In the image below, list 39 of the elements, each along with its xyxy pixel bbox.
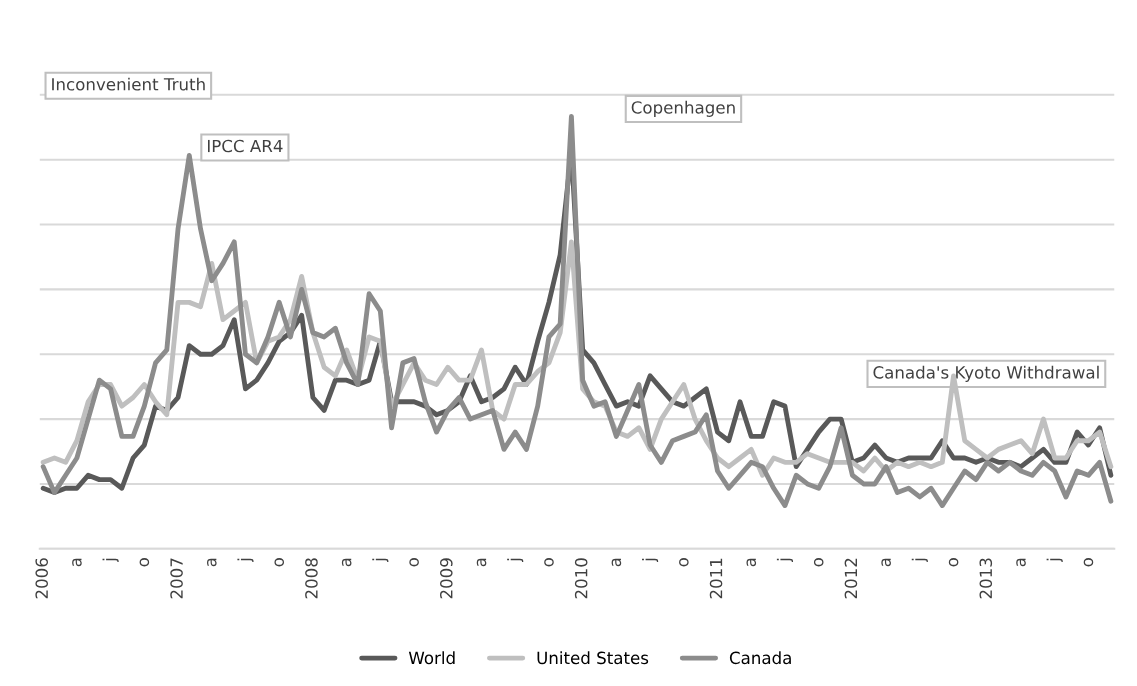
x-tick-label: o: [274, 558, 285, 567]
x-tick-label: 2011: [709, 558, 723, 599]
annotation: Copenhagen: [631, 100, 735, 117]
x-tick-label: a: [1016, 558, 1026, 567]
x-tick-label: o: [948, 558, 959, 567]
x-tick-label: 2013: [979, 558, 993, 599]
x-tick-label: 2008: [305, 558, 318, 599]
text: Inconvenient Truth: [52, 77, 205, 91]
x-tick-label: o: [813, 558, 824, 567]
x-tick-label: a: [72, 558, 82, 567]
x-tick-label: a: [476, 558, 487, 567]
x-tick-label: o: [679, 558, 689, 567]
annotation: Canada's Kyoto Withdrawal: [873, 365, 1099, 382]
x-tick-label: o: [544, 558, 554, 567]
x-tick-label: o: [139, 558, 150, 567]
x-tick-label: j: [1046, 558, 1063, 563]
x-tick-label: j: [102, 558, 119, 563]
x-tick-label: j: [911, 558, 928, 563]
x-tick-label: a: [207, 558, 217, 567]
x-tick-label: o: [409, 558, 419, 567]
legend-label: World: [408, 651, 455, 665]
x-tick-label: 2010: [574, 558, 588, 599]
legend-label: Canada: [729, 651, 791, 665]
annotation: IPCC AR4: [207, 139, 283, 153]
x-tick-label: a: [881, 558, 891, 567]
x-tick-label: 2012: [844, 558, 858, 599]
x-tick-label: j: [776, 558, 794, 563]
legend-label: United States: [537, 651, 649, 665]
x-tick-label: o: [1083, 558, 1094, 567]
x-tick-label: a: [341, 558, 352, 567]
x-tick-label: a: [611, 558, 622, 567]
x-tick-label: j: [237, 558, 254, 563]
x-tick-label: j: [507, 558, 524, 563]
x-tick-label: j: [642, 558, 659, 563]
x-tick-label: 2006: [35, 558, 48, 599]
x-tick-label: 2009: [440, 558, 453, 599]
x-tick-label: a: [746, 558, 757, 567]
x-tick-label: j: [372, 558, 389, 563]
x-tick-label: 2007: [170, 558, 183, 599]
